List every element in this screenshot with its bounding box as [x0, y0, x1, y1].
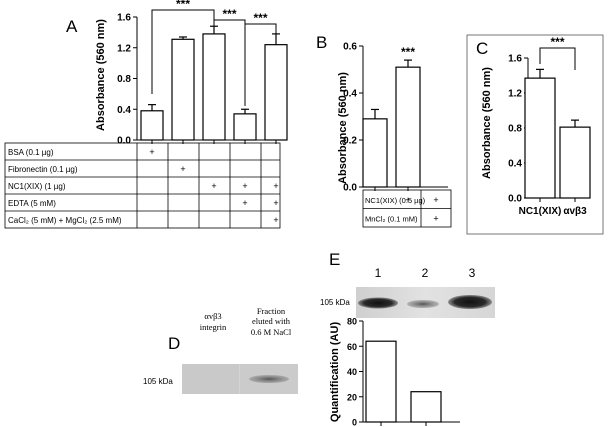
- blot-d-band-lane2: [249, 375, 289, 383]
- y-tick-label: 0.0: [343, 183, 357, 194]
- panel-a-ylabel: Absorbance (560 nm): [95, 19, 107, 131]
- panel-c-chart: 0.0 0.4 0.8 1.2 1.6 NC1(XIX) αvβ3 ***: [508, 35, 591, 217]
- blot-e-band-lane1: [358, 297, 398, 309]
- table-plus-mark: +: [273, 181, 278, 191]
- blot-d-lane2-label-l3: 0.6 M NaCl: [251, 327, 292, 337]
- y-tick-label: 1.6: [117, 13, 131, 24]
- panel-e-chart: 0 20 40 60 80: [347, 317, 460, 427]
- table-plus-mark: +: [149, 147, 154, 157]
- y-tick-label: 0.8: [117, 74, 131, 85]
- y-tick-label: 0.4: [343, 89, 357, 100]
- bar-2: [171, 38, 195, 141]
- table-row-label: BSA (0.1 µg): [8, 148, 54, 157]
- blot-e-lane-2-label: 2: [422, 266, 429, 280]
- y-tick-label: 0.2: [343, 136, 357, 147]
- table-row-label: CaCl₂ (5 mM) + MgCl₂ (2.5 mM): [8, 216, 122, 225]
- table-row-label: MnCl₂ (0.1 mM): [365, 215, 418, 224]
- y-tick-label: 0.8: [508, 124, 522, 135]
- blot-e-band-lane2: [407, 300, 439, 308]
- y-tick-label: 1.2: [508, 89, 522, 100]
- table-row-label: Fibronectin (0.1 µg): [8, 165, 78, 174]
- y-tick-label: 80: [347, 317, 357, 327]
- y-tick-label: 0.0: [117, 136, 131, 147]
- table-plus-mark: +: [242, 181, 247, 191]
- blot-e-lane-3-label: 3: [469, 266, 476, 280]
- y-tick-label: 0: [352, 418, 357, 427]
- blot-d-marker-label: 105 kDa: [143, 377, 173, 386]
- y-tick-label: 0.4: [117, 105, 131, 116]
- x-category-label: αvβ3: [563, 206, 587, 217]
- bar-3: [202, 33, 226, 141]
- y-tick-label: 1.6: [508, 54, 522, 65]
- significance-bracket: [244, 23, 277, 106]
- bar-2: [559, 126, 591, 199]
- panel-c: C Absorbance (560 nm) 0.0 0.4 0.8 1.2 1.6 NC1…: [466, 34, 604, 235]
- y-tick-label: 0.4: [508, 159, 522, 170]
- significance-marker: ***: [176, 0, 190, 11]
- bar-4: [233, 113, 257, 141]
- table-plus-mark: +: [433, 214, 438, 224]
- y-tick-label: 0.6: [343, 42, 357, 53]
- x-category-label: NC1(XIX): [519, 206, 562, 217]
- panel-b: B Absorbance (560 nm) 0.0 0.2 0.4 0.6 *** NC…: [316, 33, 452, 228]
- panel-e: E 1 2 3 105 kDa Quantification (AU) 0 20 4…: [320, 250, 495, 427]
- panel-e-letter: E: [329, 250, 340, 269]
- panel-a: A Absorbance (560 nm) 0.0 0.4 0.8 1.2 1.6 ***…: [4, 0, 288, 229]
- panel-b-ylabel: Absorbance (560 nm): [337, 72, 349, 184]
- bar-1: [524, 77, 556, 199]
- blot-d-lane2-label-l1: Fraction: [257, 306, 286, 316]
- significance-marker: ***: [401, 45, 415, 59]
- table-plus-mark: +: [433, 195, 438, 205]
- panel-e-ylabel: Quantification (AU): [329, 322, 341, 423]
- blot-d-lane1-label-l1: αvβ3: [204, 311, 221, 321]
- panel-d-letter: D: [168, 334, 180, 353]
- significance-bracket: [539, 47, 576, 70]
- panel-b-chart: 0.0 0.2 0.4 0.6 ***: [343, 42, 448, 194]
- significance-marker: ***: [222, 7, 236, 21]
- blot-e-band-lane3: [448, 295, 492, 309]
- significance-marker: ***: [253, 11, 267, 25]
- bar-1: [140, 110, 164, 141]
- y-tick-label: 40: [347, 367, 357, 377]
- bar-1: [365, 340, 397, 423]
- y-tick-label: 1.2: [117, 43, 131, 54]
- table-row-label: NC1(XIX) (1 µg): [8, 182, 66, 191]
- panel-c-frame: [466, 34, 604, 235]
- panel-a-condition-table: BSA (0.1 µg) + Fibronectin (0.1 µg) + NC1(XI…: [4, 142, 281, 229]
- bar-2: [395, 66, 421, 188]
- table-plus-mark: +: [405, 195, 410, 205]
- table-plus-mark: +: [211, 181, 216, 191]
- table-row-label: EDTA (5 mM): [8, 199, 56, 208]
- panel-c-letter: C: [476, 39, 488, 58]
- panel-b-letter: B: [316, 33, 327, 52]
- panel-a-chart: 0.0 0.4 0.8 1.2 1.6 *** *** ***: [117, 0, 288, 147]
- table-plus-mark: +: [242, 198, 247, 208]
- table-plus-mark: +: [180, 164, 185, 174]
- blot-d-lane1: [182, 364, 239, 394]
- table-plus-mark: +: [273, 215, 278, 225]
- panel-a-letter: A: [66, 17, 78, 36]
- bar-2: [410, 391, 442, 423]
- blot-d-lane2-label-l2: eluted with: [252, 316, 291, 326]
- y-tick-label: 20: [347, 392, 357, 402]
- table-plus-mark: +: [273, 198, 278, 208]
- blot-e-marker-label: 105 kDa: [320, 298, 350, 307]
- panel-d: D αvβ3 integrin Fraction eluted with 0.6…: [143, 306, 298, 394]
- y-tick-label: 60: [347, 342, 357, 352]
- significance-marker: ***: [550, 35, 564, 49]
- panel-c-ylabel: Absorbance (560 nm): [481, 67, 493, 179]
- y-tick-label: 0.0: [508, 194, 522, 205]
- bar-1: [362, 118, 388, 188]
- bar-5: [264, 44, 288, 141]
- blot-d-lane1-label-l2: integrin: [200, 322, 227, 332]
- blot-e-lane-1-label: 1: [375, 266, 382, 280]
- table-row-label: NC1(XIX) (0.5 µg): [365, 196, 426, 205]
- panel-b-condition-table: NC1(XIX) (0.5 µg)+ +MnCl₂ (0.1 mM) +: [362, 189, 452, 228]
